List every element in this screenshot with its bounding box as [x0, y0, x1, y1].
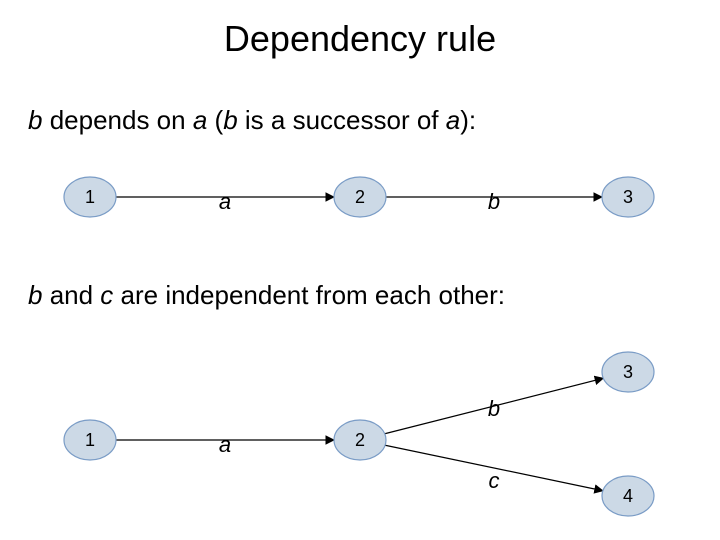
node-label: 2 [355, 430, 365, 450]
italic-c: c [100, 280, 113, 310]
node-label: 2 [355, 187, 365, 207]
italic-a: a [193, 105, 207, 135]
italic-b: b [28, 280, 42, 310]
edge-label: b [488, 189, 500, 214]
text-line-2: b and c are independent from each other: [28, 280, 505, 311]
text-line-1: b depends on a (b is a successor of a): [28, 105, 476, 136]
edge-label: a [219, 432, 231, 457]
italic-b: b [223, 105, 237, 135]
edge-label: a [219, 189, 231, 214]
node-label: 3 [623, 362, 633, 382]
node-label: 1 [85, 430, 95, 450]
diagram-1: a b 1 2 3 [0, 165, 720, 235]
italic-a: a [446, 105, 460, 135]
node-label: 3 [623, 187, 633, 207]
slide: Dependency rule b depends on a (b is a s… [0, 0, 720, 540]
italic-b: b [28, 105, 42, 135]
edge-label: c [489, 468, 500, 493]
diagram-2: a b c 1 2 3 4 [0, 330, 720, 520]
edge-label: b [488, 396, 500, 421]
node-label: 1 [85, 187, 95, 207]
node-label: 4 [623, 486, 633, 506]
slide-title: Dependency rule [0, 18, 720, 60]
